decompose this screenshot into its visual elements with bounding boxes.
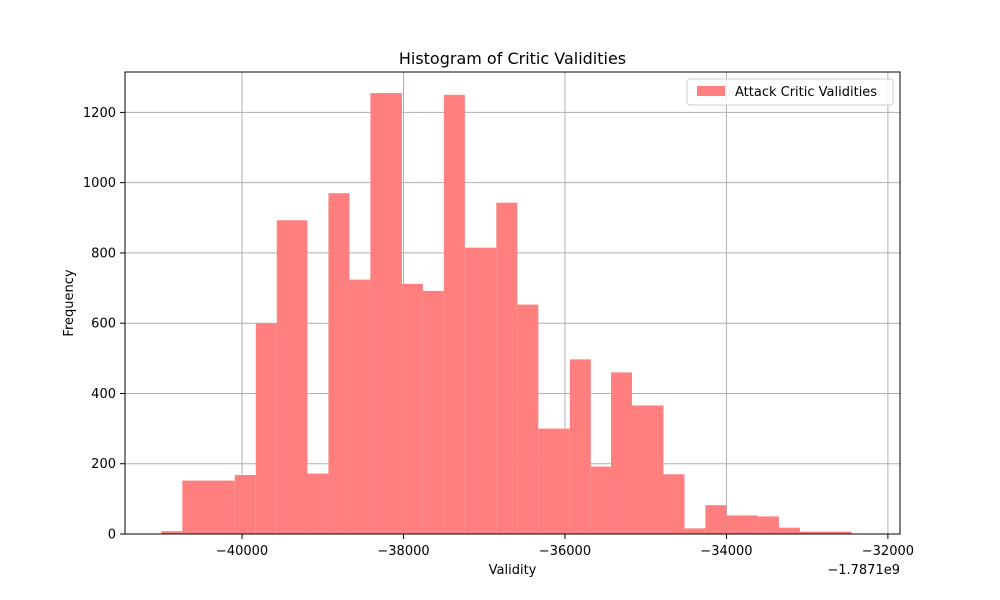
histogram-bar (684, 528, 706, 534)
histogram-bar (538, 428, 570, 534)
histogram-bar (307, 473, 329, 534)
y-tick-label: 1200 (83, 106, 116, 121)
y-tick-label: 800 (91, 246, 116, 261)
histogram-bar (569, 359, 591, 534)
histogram-bar (182, 480, 235, 534)
histogram-bar (517, 304, 539, 534)
legend-entry-attack-critic-validities: Attack Critic Validities (735, 85, 877, 100)
histogram-bar (422, 290, 444, 534)
y-tick-label: 0 (108, 528, 116, 543)
x-tick-label: −38000 (377, 544, 429, 559)
histogram-bar (757, 516, 779, 534)
histogram-bar (726, 515, 758, 534)
histogram-bar (234, 474, 256, 534)
histogram-bar (778, 527, 800, 534)
legend: Attack Critic Validities (686, 78, 894, 106)
x-axis-offset-label: −1.7871e9 (827, 563, 900, 578)
plot-area-frame (124, 71, 901, 535)
histogram-bar (443, 94, 465, 535)
histogram-bar (631, 405, 664, 534)
chart-title: Histogram of Critic Validities (399, 49, 626, 68)
histogram-bar (590, 466, 611, 534)
histogram-bar (161, 531, 183, 534)
y-tick-label: 1000 (83, 176, 116, 191)
y-tick-label: 200 (91, 457, 116, 472)
histogram-bar (349, 279, 371, 534)
histogram-bar (496, 202, 518, 534)
x-axis-label: Validity (489, 563, 537, 578)
histogram-bar (705, 505, 727, 534)
histogram-bar (663, 474, 685, 534)
legend-swatch (697, 86, 725, 96)
axis-ticks: −40000 −38000 −36000 −34000 −32000 0 200 400 600… (83, 106, 914, 559)
y-tick-label: 600 (91, 317, 116, 332)
legend-box (686, 78, 894, 106)
histogram-bars (161, 93, 852, 535)
x-tick-label: −32000 (862, 544, 914, 559)
x-tick-label: −36000 (539, 544, 591, 559)
histogram-bar (799, 531, 852, 534)
histogram-bar (328, 193, 350, 535)
histogram-bar (401, 283, 423, 534)
histogram-bar (255, 323, 277, 534)
histogram-bar (276, 220, 308, 534)
histogram-bar (370, 93, 402, 535)
y-axis-label: Frequency (62, 269, 77, 336)
y-tick-label: 400 (91, 387, 116, 402)
x-tick-label: −34000 (700, 544, 752, 559)
histogram-bar (464, 247, 497, 534)
x-tick-label: −40000 (216, 544, 268, 559)
histogram-bar (610, 372, 632, 534)
